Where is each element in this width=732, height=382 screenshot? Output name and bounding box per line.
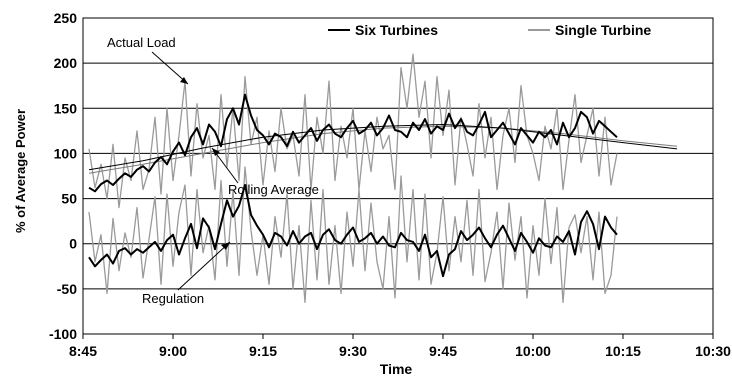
x-tick-label: 8:45: [69, 343, 97, 359]
legend-label-six-turbines: Six Turbines: [355, 22, 438, 38]
x-tick-label: 9:00: [159, 343, 187, 359]
axes: [82, 17, 714, 339]
y-tick-label: 0: [69, 236, 77, 252]
series-single-turbine-regulation: [88, 166, 618, 304]
x-tick-label: 9:45: [429, 343, 457, 359]
annotation-arrow-regulation: [177, 241, 231, 291]
x-tick-labels: 8:45 9:00 9:15 9:30 9:45 10:00 10:15 10:30: [69, 343, 731, 359]
x-tick-label: 10:30: [695, 343, 731, 359]
legend: Six Turbines Single Turbine: [328, 22, 651, 38]
series-six-turbines-regulation: [88, 184, 618, 278]
annotation-arrowhead-rolling-average: [212, 148, 220, 156]
y-tick-label: 50: [61, 191, 77, 207]
annotation-arrowhead-actual-load: [180, 77, 188, 84]
annotation-rolling-average: Rolling Average: [228, 182, 319, 197]
series-layer: [88, 53, 678, 304]
x-axis-label: Time: [380, 361, 413, 377]
annotation-arrow-actual-load: [151, 51, 189, 85]
y-axis-label: % of Average Power: [13, 109, 28, 233]
x-tick-label: 10:00: [515, 343, 551, 359]
y-tick-labels: -100 -50 0 50 100 150 200 250: [49, 10, 77, 342]
y-tick-label: -100: [49, 326, 77, 342]
x-tick-label: 9:30: [339, 343, 367, 359]
x-tick-label: 10:15: [605, 343, 641, 359]
x-tick-label: 9:15: [249, 343, 277, 359]
annotations: Actual Load Rolling Average Regulation: [107, 35, 319, 306]
grid: [83, 17, 713, 335]
annotation-arrowhead-regulation: [221, 242, 230, 250]
y-tick-label: 250: [54, 10, 78, 26]
series-single-turbine-load: [88, 53, 618, 209]
y-tick-label: -50: [57, 281, 77, 297]
y-tick-label: 100: [54, 145, 78, 161]
y-tick-label: 150: [54, 100, 78, 116]
y-tick-label: 200: [54, 55, 78, 71]
annotation-actual-load: Actual Load: [107, 35, 176, 50]
plot-frame: [82, 17, 714, 335]
annotation-regulation: Regulation: [142, 291, 204, 306]
series-six-turbines-load: [88, 93, 618, 193]
legend-label-single-turbine: Single Turbine: [555, 22, 651, 38]
